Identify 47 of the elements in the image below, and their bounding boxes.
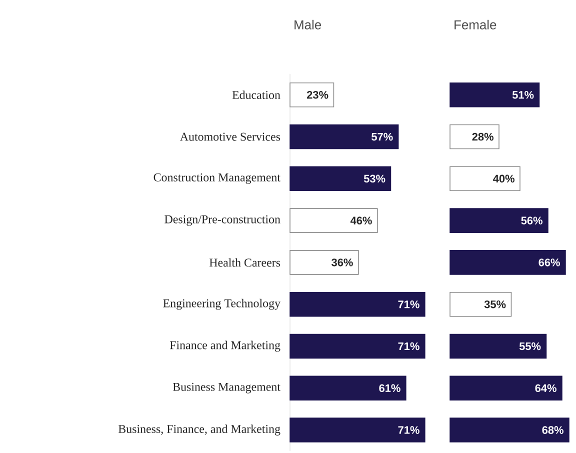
- bar: [450, 82, 540, 108]
- bar: [450, 334, 547, 359]
- data-label: 35%: [484, 300, 506, 308]
- y-tick-label: Construction Management: [154, 173, 280, 184]
- bar: [290, 292, 426, 317]
- bar: [450, 208, 548, 233]
- bar: [450, 376, 562, 401]
- y-tick-label: Automotive Services: [180, 132, 280, 141]
- data-label: 46%: [350, 216, 372, 224]
- chart-title: Male: [294, 20, 322, 30]
- data-label: 71%: [398, 426, 420, 434]
- data-label: 51%: [512, 90, 534, 99]
- bar: [450, 250, 566, 275]
- bar: [290, 124, 399, 150]
- bar: [290, 334, 426, 359]
- bar: [290, 166, 392, 192]
- data-label: 55%: [519, 342, 541, 350]
- y-tick-label: Engineering Technology: [163, 298, 280, 310]
- data-label: 23%: [306, 90, 328, 99]
- y-tick-label: Health Careers: [209, 258, 280, 267]
- data-label: 53%: [364, 174, 386, 183]
- bar: [290, 208, 378, 233]
- data-label: 64%: [535, 384, 556, 392]
- y-tick-label: Design/Pre-construction: [164, 215, 280, 226]
- data-label: 40%: [493, 174, 514, 183]
- bar: [450, 418, 570, 442]
- bar: [450, 292, 512, 317]
- data-label: 56%: [521, 216, 542, 224]
- data-label: 61%: [379, 384, 400, 392]
- y-tick-label: Business, Finance, and Marketing: [118, 424, 280, 436]
- y-tick-label: Education: [232, 90, 280, 100]
- bar: [290, 376, 406, 401]
- chart-title: Female: [454, 20, 496, 30]
- y-tick-label: Finance and Marketing: [170, 340, 280, 352]
- data-label: 36%: [332, 258, 353, 266]
- data-label: 71%: [398, 342, 420, 350]
- bar: [290, 82, 334, 108]
- data-label: 66%: [538, 258, 560, 266]
- data-label: 71%: [398, 300, 420, 308]
- data-label: 57%: [372, 132, 393, 141]
- bar: [450, 166, 520, 192]
- data-label: 68%: [542, 426, 564, 434]
- data-label: 28%: [472, 132, 494, 141]
- bar: [290, 418, 426, 442]
- y-tick-label: Business Management: [172, 382, 280, 394]
- bar: [290, 250, 359, 275]
- bar: [450, 124, 500, 150]
